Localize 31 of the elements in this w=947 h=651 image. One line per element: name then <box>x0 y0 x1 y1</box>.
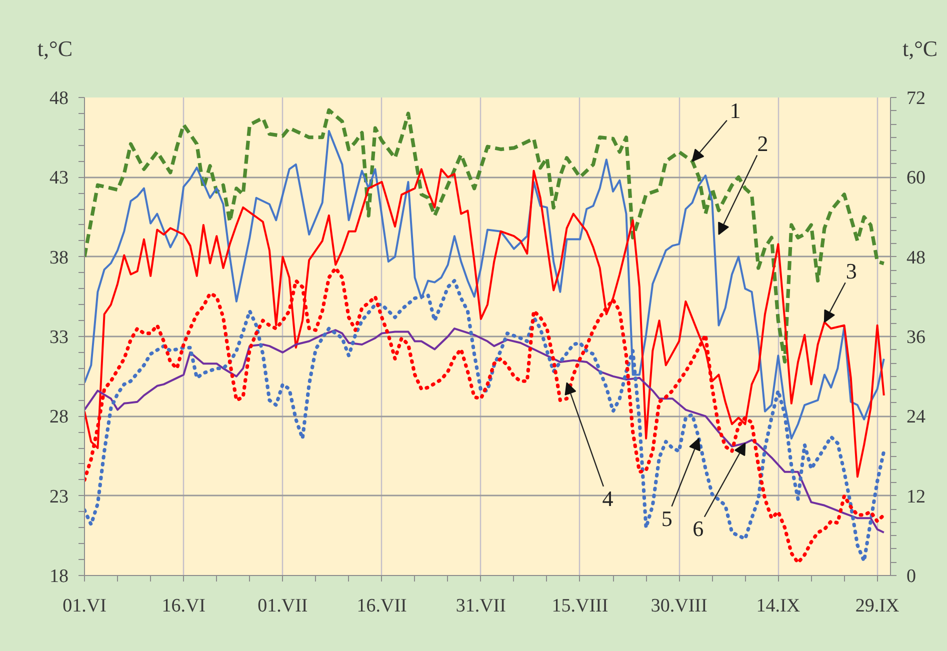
y-tick-label: 18 <box>50 566 68 587</box>
x-tick-label: 16.VI <box>162 596 206 616</box>
annotation: 5 <box>661 506 672 531</box>
x-tick-label: 31.VII <box>456 596 506 616</box>
x-tick-label: 15.VIII <box>552 596 608 616</box>
annotation: 3 <box>846 258 857 284</box>
y-axis-title: t,°C <box>37 36 73 61</box>
y-tick-label: 33 <box>50 327 68 348</box>
x-tick-label: 29.IX <box>855 596 900 616</box>
annotation: 6 <box>692 516 704 541</box>
y-tick-label: 38 <box>50 247 68 268</box>
x-tick-label: 01.VII <box>258 596 308 616</box>
x-tick-label: 14.IX <box>756 596 800 616</box>
y2-tick-label: 72 <box>906 88 926 109</box>
y2-tick-label: 12 <box>906 486 926 508</box>
x-tick-label: 30.VIII <box>650 596 708 616</box>
y-tick-label: 48 <box>50 88 68 109</box>
annotation: 2 <box>757 131 768 156</box>
annotation: 1 <box>730 98 741 123</box>
y2-tick-label: 0 <box>906 566 916 587</box>
y2-tick-label: 48 <box>906 247 926 268</box>
x-tick-label: 01.VI <box>62 596 106 616</box>
annotation: 4 <box>602 486 614 512</box>
y2-tick-label: 24 <box>906 406 926 428</box>
x-tick-label: 16.VII <box>356 596 407 616</box>
y-tick-label: 43 <box>50 168 68 189</box>
y2-tick-label: 36 <box>906 327 926 348</box>
y-tick-label: 23 <box>50 486 68 508</box>
y2-axis-title: t,°C <box>902 36 938 61</box>
y-tick-label: 28 <box>50 406 68 428</box>
y2-tick-label: 60 <box>906 168 926 189</box>
